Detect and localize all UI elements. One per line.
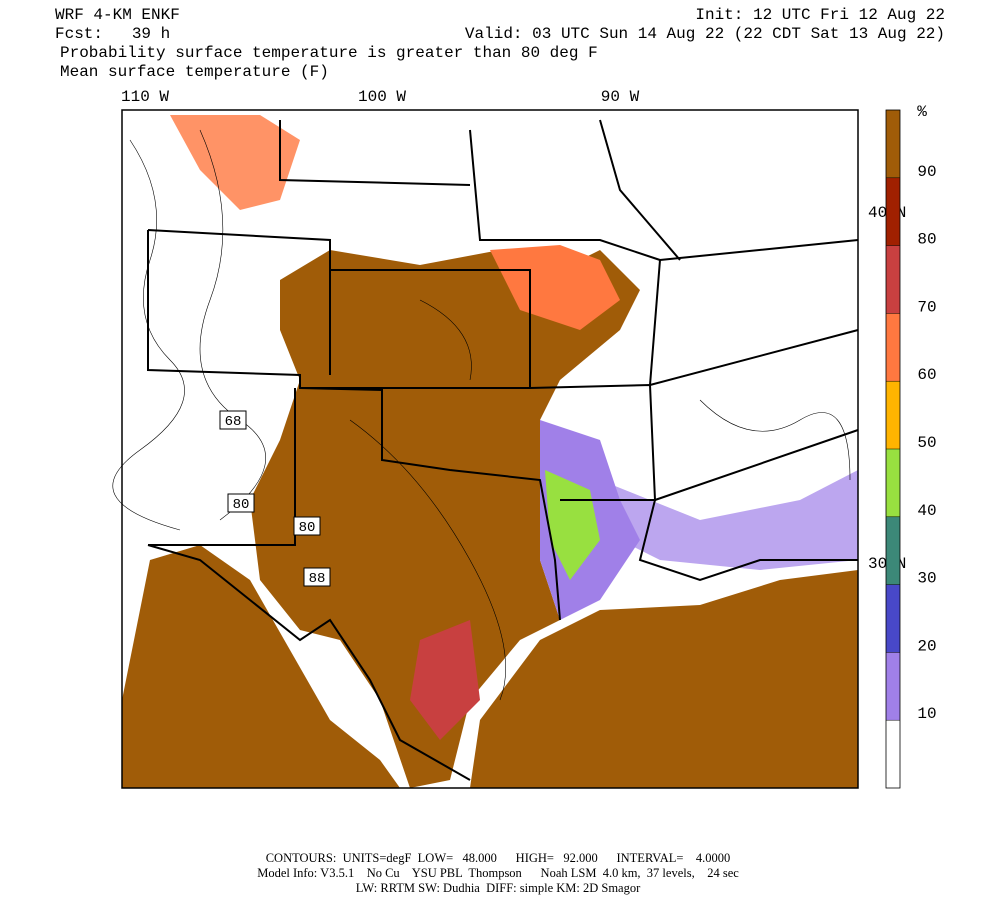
- colorbar-segment: [886, 313, 900, 382]
- colorbar-segment: [886, 245, 900, 314]
- colorbar-tick-label: 30: [917, 570, 936, 588]
- colorbar-tick-label: 80: [917, 231, 936, 249]
- map-frame: [121, 109, 859, 789]
- transition-region: [545, 470, 600, 580]
- colorbar-segment: [886, 516, 900, 585]
- colorbar-segment: [886, 177, 900, 246]
- valid-time: Valid: 03 UTC Sun 14 Aug 22 (22 CDT Sat …: [465, 25, 945, 43]
- colorbar-segment: [886, 110, 900, 178]
- transition-region: [170, 115, 300, 210]
- colorbar-tick-label: 90: [917, 163, 936, 181]
- contour-label-boxes: [219, 410, 331, 587]
- state-borders: [147, 119, 859, 781]
- footer-line: CONTOURS: UNITS=degF LOW= 48.000 HIGH= 9…: [266, 851, 731, 865]
- contour-label: 68: [225, 414, 242, 430]
- colorbar-unit: %: [917, 103, 927, 121]
- colorbar-segment: [886, 652, 900, 721]
- colorbar-segment: [886, 449, 900, 517]
- colorbar-tick-label: 40: [917, 502, 936, 520]
- footer-line: Model Info: V3.5.1 No Cu YSU PBL Thompso…: [257, 866, 739, 880]
- field-title: Mean surface temperature (F): [60, 63, 329, 81]
- colorbar-tick-label: 20: [917, 637, 936, 655]
- transition-region: [490, 245, 620, 330]
- lon-label: 110 W: [121, 88, 169, 106]
- mexico-region: [122, 545, 400, 788]
- colorbar: 10 20 30 40 50 60 70 80 90: [885, 109, 937, 789]
- lon-label: 90 W: [601, 88, 640, 106]
- colorbar-segment: [886, 584, 900, 653]
- contour-label: 80: [299, 520, 316, 536]
- footer-line: LW: RRTM SW: Dudhia DIFF: simple KM: 2D …: [356, 881, 641, 895]
- colorbar-segment: [886, 381, 900, 449]
- forecast-hour: Fcst: 39 h: [55, 25, 170, 43]
- colorbar-segment: [886, 720, 900, 788]
- field-title: Probability surface temperature is great…: [60, 44, 598, 62]
- map: 68 80 80 88: [112, 109, 859, 789]
- gulf-region: [470, 570, 858, 788]
- colorbar-tick-label: 50: [917, 434, 936, 452]
- model-title: WRF 4-KM ENKF: [55, 6, 180, 24]
- colorbar-tick-label: 70: [917, 298, 936, 316]
- transition-region: [600, 470, 858, 570]
- contour-label: 88: [309, 571, 326, 587]
- init-time: Init: 12 UTC Fri 12 Aug 22: [695, 6, 945, 24]
- lon-label: 100 W: [358, 88, 406, 106]
- contour-lines: [112, 129, 851, 701]
- colorbar-tick-label: 10: [917, 705, 936, 723]
- colorbar-tick-label: 60: [917, 366, 936, 384]
- transition-region: [410, 620, 480, 740]
- contour-label: 80: [233, 497, 250, 513]
